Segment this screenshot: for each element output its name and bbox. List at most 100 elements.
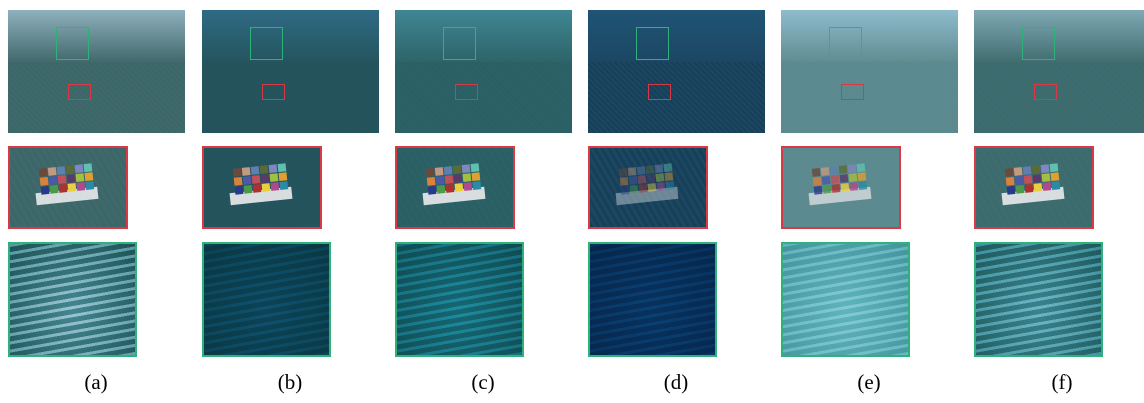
patch (67, 174, 76, 183)
patch (234, 177, 243, 186)
patch (1034, 183, 1043, 192)
color-checker (619, 163, 674, 194)
patch (849, 182, 858, 191)
patch (1006, 177, 1015, 186)
patch (619, 168, 628, 177)
patch (436, 176, 445, 185)
patch (1050, 172, 1059, 181)
patch (39, 168, 48, 177)
patch (1032, 165, 1041, 174)
patch (262, 183, 271, 192)
green-box (443, 27, 476, 60)
green-box (1022, 27, 1055, 60)
patch (471, 172, 480, 181)
patch (261, 174, 270, 183)
patch (252, 175, 261, 184)
patch (454, 174, 463, 183)
patch (664, 163, 673, 172)
crop-checker (974, 146, 1094, 229)
photo (202, 10, 379, 133)
panel-label: (f) (1022, 370, 1102, 395)
panel-label: (b) (250, 370, 330, 395)
patch (848, 164, 857, 173)
patch (1025, 184, 1034, 193)
patch (839, 165, 848, 174)
green-box (250, 27, 283, 60)
patch (243, 176, 252, 185)
panel-label: (a) (56, 370, 136, 395)
patch (58, 175, 67, 184)
patch (858, 181, 867, 190)
photo (974, 10, 1144, 133)
patch (76, 182, 85, 191)
grass (781, 62, 958, 133)
patch (630, 185, 639, 194)
patch (1015, 176, 1024, 185)
patch (665, 181, 674, 190)
patch (1007, 186, 1016, 195)
patch (648, 183, 657, 192)
grass (588, 62, 765, 133)
patch (253, 184, 262, 193)
patch (830, 166, 839, 175)
patch (1051, 181, 1060, 190)
red-box (262, 84, 285, 100)
patch (656, 182, 665, 191)
patch (1005, 168, 1014, 177)
patch (664, 172, 673, 181)
patch (813, 177, 822, 186)
crop-checker (202, 146, 322, 229)
patch (426, 168, 435, 177)
sky (8, 10, 185, 65)
patch (656, 173, 665, 182)
patch (637, 166, 646, 175)
grass (974, 62, 1144, 133)
patch (260, 165, 269, 174)
patch (57, 166, 66, 175)
patch (235, 186, 244, 195)
red-box (1034, 84, 1057, 100)
patch (49, 176, 58, 185)
patch (639, 184, 648, 193)
green-box (56, 27, 89, 60)
patch (1024, 175, 1033, 184)
red-box (648, 84, 671, 100)
patch (840, 174, 849, 183)
photo (781, 10, 958, 133)
patch (435, 167, 444, 176)
color-checker (233, 163, 288, 194)
patch (1042, 182, 1051, 191)
red-box (841, 84, 864, 100)
patch (841, 183, 850, 192)
red-box (68, 84, 91, 100)
patch (427, 177, 436, 186)
patch (857, 163, 866, 172)
patch (472, 181, 481, 190)
color-checker (1005, 163, 1060, 194)
photo (8, 10, 185, 133)
panel-label: (d) (636, 370, 716, 395)
patch (75, 164, 84, 173)
color-checker (39, 163, 94, 194)
patch (620, 177, 629, 186)
patch (1016, 185, 1025, 194)
patch (85, 181, 94, 190)
figure: (a)(b)(c)(d)(e)(f) (0, 0, 1144, 403)
patch (1050, 163, 1059, 172)
patch (278, 172, 287, 181)
patch (41, 186, 50, 195)
patch (68, 183, 77, 192)
patch (244, 185, 253, 194)
patch (428, 186, 437, 195)
patch (40, 177, 49, 186)
crop-checker (781, 146, 901, 229)
patch (1014, 167, 1023, 176)
patch (831, 175, 840, 184)
patch (812, 168, 821, 177)
photo (395, 10, 572, 133)
crop-detail (588, 242, 717, 357)
patch (50, 185, 59, 194)
patch (66, 165, 75, 174)
patch (48, 167, 57, 176)
patch (1042, 173, 1051, 182)
